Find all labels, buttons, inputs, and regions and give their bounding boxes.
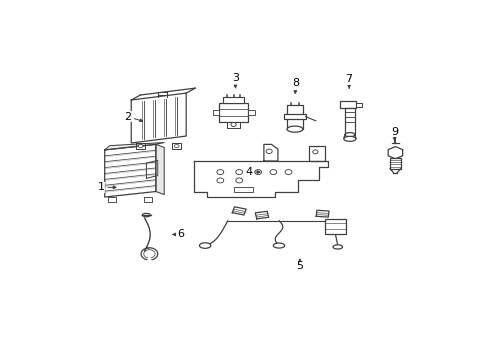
Circle shape [235,170,242,175]
Text: 7: 7 [345,74,352,88]
Polygon shape [108,197,116,202]
Bar [233,187,252,192]
Polygon shape [255,211,268,219]
Bar [286,105,303,115]
Ellipse shape [142,213,150,217]
Bar [219,103,247,122]
Bar [340,100,355,108]
Ellipse shape [343,136,355,141]
Polygon shape [316,210,328,217]
Polygon shape [136,143,145,149]
Circle shape [174,144,179,148]
Circle shape [235,178,242,183]
Text: 9: 9 [390,127,397,141]
Polygon shape [104,143,164,150]
Polygon shape [387,147,402,159]
Bar [324,219,346,234]
Text: 6: 6 [173,229,183,239]
Ellipse shape [273,243,284,248]
Circle shape [230,123,236,126]
Text: 1: 1 [97,183,116,192]
Polygon shape [264,144,277,161]
Bar [223,96,244,103]
Text: 2: 2 [123,112,142,122]
Circle shape [217,170,223,175]
Circle shape [254,170,261,175]
Bar [309,146,324,161]
Ellipse shape [199,243,210,248]
Polygon shape [232,207,245,215]
Polygon shape [131,93,186,143]
Bar [355,103,362,107]
Polygon shape [156,144,164,194]
Polygon shape [144,197,152,202]
Ellipse shape [332,245,342,249]
Ellipse shape [344,132,354,137]
Bar [344,108,354,135]
Text: 8: 8 [291,78,298,93]
Text: 4: 4 [244,167,260,177]
Bar [226,122,240,127]
Ellipse shape [286,126,302,132]
Bar [284,114,305,120]
Circle shape [285,170,291,175]
Bar [212,110,219,115]
Text: 5: 5 [296,259,303,271]
Polygon shape [104,144,156,197]
Text: 3: 3 [231,73,239,88]
Circle shape [138,144,142,148]
Circle shape [312,150,317,154]
Circle shape [265,149,272,153]
Circle shape [217,178,223,183]
Bar [389,158,400,169]
Circle shape [269,170,276,175]
Polygon shape [172,143,181,149]
Polygon shape [146,160,158,178]
Polygon shape [193,161,327,197]
Bar [247,110,254,115]
